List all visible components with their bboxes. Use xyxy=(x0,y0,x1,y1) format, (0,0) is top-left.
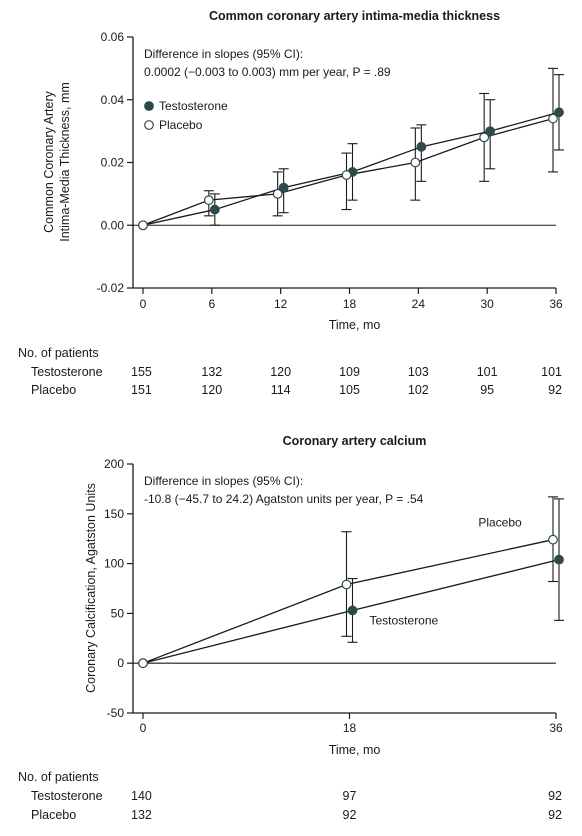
chart2-patients-count: 92 xyxy=(548,808,562,822)
chart1-patients-count: 102 xyxy=(408,383,429,397)
chart1-point-placebo xyxy=(342,171,351,180)
chart2: Coronary artery calcium -50 0 50 100 150 200 0 1… xyxy=(18,434,564,822)
chart1-x-tick-label: 30 xyxy=(480,297,494,311)
chart2-y-tick-label: 100 xyxy=(104,557,124,571)
chart1-patients-count: 132 xyxy=(201,365,222,379)
chart1-legend-label: Placebo xyxy=(159,118,203,132)
chart2-patients-row-label: Placebo xyxy=(31,808,76,822)
chart2-patients-count: 132 xyxy=(131,808,152,822)
chart2-annotation-line: Difference in slopes (95% CI): xyxy=(144,474,303,488)
chart1-patients-heading: No. of patients xyxy=(18,346,99,360)
chart1-x-tick-label: 24 xyxy=(412,297,426,311)
chart1-legend-marker-testosterone xyxy=(145,102,154,111)
chart2-x-tick-label: 18 xyxy=(343,721,357,735)
chart2-point-placebo xyxy=(342,580,351,589)
chart1-x-tick-label: 0 xyxy=(140,297,147,311)
chart1-y-tick-label: 0.06 xyxy=(101,30,125,44)
chart1-legend-marker-placebo xyxy=(145,121,154,130)
chart1-patients-count: 109 xyxy=(339,365,360,379)
chart1-y-axis-label: Common Coronary Artery xyxy=(42,90,56,232)
chart2-point-placebo xyxy=(549,535,558,544)
chart2-x-axis-label: Time, mo xyxy=(329,743,381,757)
chart1-point-testosterone xyxy=(417,143,426,152)
chart1-patients-count: 92 xyxy=(548,383,562,397)
chart1-point-placebo xyxy=(480,133,489,142)
chart2-y-tick-label: -50 xyxy=(107,706,125,720)
chart2-y-tick-label: 50 xyxy=(111,606,125,620)
chart2-annotation-line: -10.8 (−45.7 to 24.2) Agatston units per… xyxy=(144,492,424,506)
chart2-patients-count: 92 xyxy=(548,789,562,803)
chart2-y-tick-label: 0 xyxy=(117,656,124,670)
chart1-patients-count: 120 xyxy=(270,365,291,379)
chart2-series-label-testosterone: Testosterone xyxy=(370,613,439,627)
chart2-patients-count: 92 xyxy=(343,808,357,822)
chart1-patients-count: 120 xyxy=(201,383,222,397)
chart2-patients-count: 140 xyxy=(131,789,152,803)
chart1-x-tick-label: 36 xyxy=(549,297,563,311)
chart1-patients-count: 95 xyxy=(480,383,494,397)
chart1-patients-count: 155 xyxy=(131,365,152,379)
chart1-patients-count: 114 xyxy=(271,383,291,397)
chart2-point-testosterone xyxy=(348,606,357,615)
chart1-x-tick-label: 12 xyxy=(274,297,288,311)
chart2-title: Coronary artery calcium xyxy=(283,434,427,448)
chart1-patients-count: 105 xyxy=(339,383,360,397)
chart1-point-placebo xyxy=(411,158,420,167)
chart1-title: Common coronary artery intima-media thic… xyxy=(209,9,500,23)
chart1-y-axis-label: Intima-Media Thickness, mm xyxy=(58,82,72,242)
chart2-x-tick-label: 0 xyxy=(140,721,147,735)
chart1-annotation-line: 0.0002 (−0.003 to 0.003) mm per year, P … xyxy=(144,65,391,79)
chart2-point-testosterone xyxy=(555,555,564,564)
chart1-x-tick-label: 18 xyxy=(343,297,357,311)
chart2-series-line-placebo xyxy=(143,540,553,664)
chart1-point-placebo xyxy=(205,196,214,205)
chart1-x-tick-label: 6 xyxy=(208,297,215,311)
chart2-point-placebo xyxy=(139,659,148,668)
chart1-y-tick-label: 0.04 xyxy=(101,93,125,107)
chart2-y-tick-label: 150 xyxy=(104,507,124,521)
chart2-y-tick-label: 200 xyxy=(104,457,124,471)
chart1: Common coronary artery intima-media thic… xyxy=(18,9,564,397)
chart2-patients-heading: No. of patients xyxy=(18,770,99,784)
chart1-patients-count: 151 xyxy=(131,383,152,397)
chart2-patients-count: 97 xyxy=(343,789,357,803)
chart1-patients-row-label: Testosterone xyxy=(31,365,103,379)
chart1-point-placebo xyxy=(139,221,148,230)
chart2-series-label-placebo: Placebo xyxy=(478,516,522,530)
chart1-point-placebo xyxy=(549,114,558,123)
chart1-point-placebo xyxy=(273,190,282,199)
chart2-x-tick-label: 36 xyxy=(549,721,563,735)
chart1-point-testosterone xyxy=(211,205,220,214)
chart1-y-tick-label: 0.02 xyxy=(101,156,125,170)
chart1-x-axis-label: Time, mo xyxy=(329,318,381,332)
chart1-patients-count: 101 xyxy=(477,365,498,379)
chart1-y-tick-label: 0.00 xyxy=(101,218,125,232)
chart2-patients-row-label: Testosterone xyxy=(31,789,103,803)
chart2-y-axis-label: Coronary Calcification, Agatston Units xyxy=(84,483,98,693)
chart1-annotation-line: Difference in slopes (95% CI): xyxy=(144,47,303,61)
chart1-legend-label: Testosterone xyxy=(159,99,228,113)
chart1-patients-count: 103 xyxy=(408,365,429,379)
chart1-patients-row-label: Placebo xyxy=(31,383,76,397)
chart1-patients-count: 101 xyxy=(541,365,562,379)
chart1-y-tick-label: -0.02 xyxy=(97,281,125,295)
